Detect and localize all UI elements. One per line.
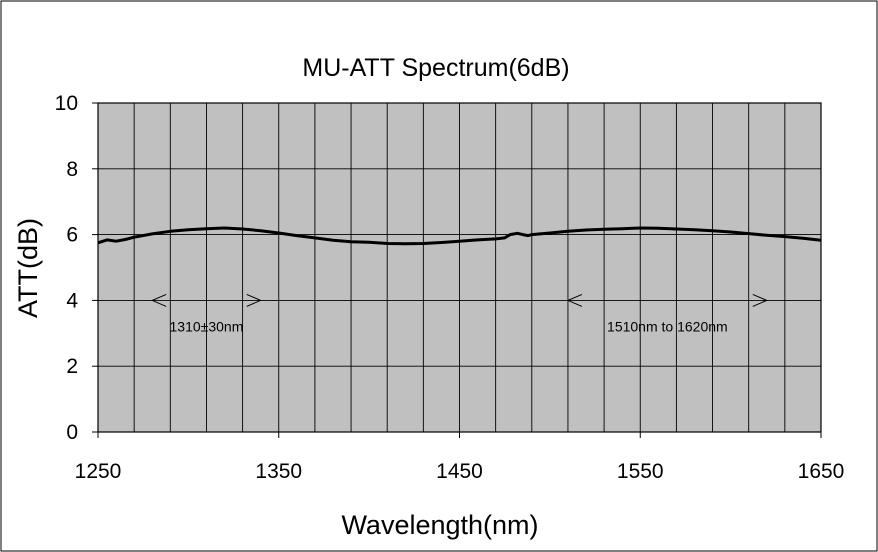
grid: [98, 103, 821, 432]
x-tick-label: 1450: [436, 460, 483, 483]
y-tick-label: 10: [55, 92, 78, 115]
annotation-label: 1310±30nm: [170, 318, 244, 334]
x-tick-label: 1250: [75, 460, 122, 483]
y-tick-label: 4: [66, 289, 78, 312]
y-tick-label: 0: [66, 421, 78, 444]
annotation-arrow-left: [150, 293, 167, 307]
y-tick-label: 6: [66, 224, 78, 247]
annotation-arrow-left: [566, 293, 583, 307]
x-tick-label: 1550: [617, 460, 664, 483]
x-axis-label: Wavelength(nm): [341, 510, 538, 540]
y-axis-label: ATT(dB): [13, 218, 43, 318]
annotation-arrow-right: [246, 293, 262, 307]
series-layer: [97, 226, 822, 246]
y-tick-label: 2: [66, 355, 78, 378]
y-tick-label: 8: [66, 158, 78, 181]
x-tick-label: 1350: [255, 460, 302, 483]
annotation-label: 1510nm to 1620nm: [607, 318, 728, 334]
annotation-arrow-right: [752, 293, 769, 307]
annotations: 1310±30nm 1510nm to 1620nm: [150, 293, 769, 334]
x-tick-label: 1650: [798, 460, 845, 483]
series-line: [97, 226, 822, 246]
axis-ticks: 0 2 4 6 8 10 1250 1350 1450 1550 1650: [55, 92, 845, 483]
chart-title: MU-ATT Spectrum(6dB): [302, 54, 569, 82]
